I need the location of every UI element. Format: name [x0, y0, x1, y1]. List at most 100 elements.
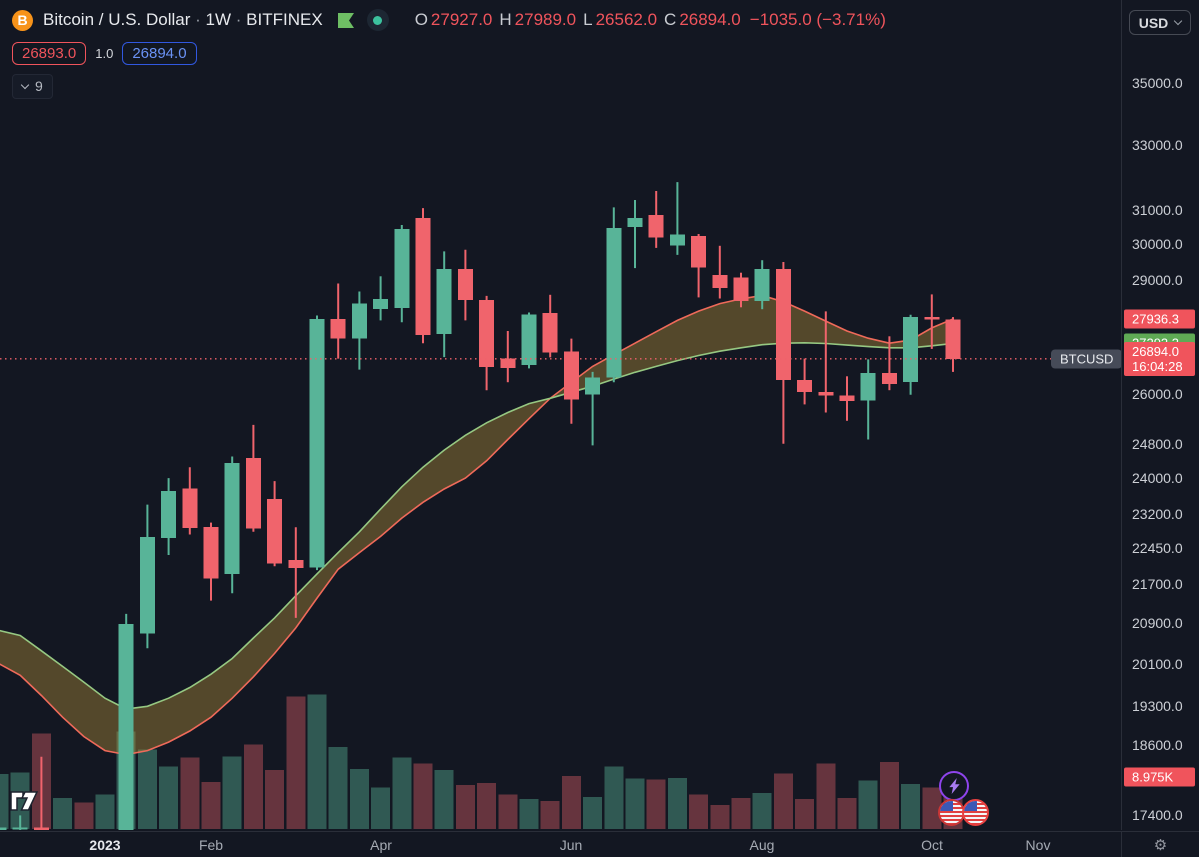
price-tick-label: 20900.0 — [1132, 615, 1183, 631]
chart-canvas[interactable] — [0, 0, 1121, 830]
collapsed-count: 9 — [35, 78, 43, 94]
volume-bar — [561, 775, 581, 829]
candle-body — [139, 536, 155, 634]
volume-bar — [180, 757, 200, 829]
candle-body — [669, 234, 685, 246]
market-open-dot-icon — [373, 15, 383, 25]
volume-bar — [74, 802, 94, 829]
legend: B Bitcoin / U.S. Dollar · 1W · BITFINEX … — [12, 6, 886, 99]
candle-body — [585, 377, 601, 395]
volume-bar — [455, 784, 475, 829]
volume-bar — [689, 794, 709, 829]
currency-label: USD — [1138, 14, 1169, 31]
volume-bar — [392, 757, 412, 829]
volume-bar — [243, 744, 263, 829]
market-status-button[interactable] — [366, 9, 389, 31]
bid-ask-row: 26893.0 1.0 26894.0 — [12, 41, 886, 66]
candle-body — [839, 395, 855, 401]
interval-label: 1W — [205, 10, 232, 29]
ema-fast-price-label: 27936.3 — [1124, 309, 1195, 329]
candle-body — [733, 277, 749, 301]
price-tick-label: 24000.0 — [1132, 470, 1183, 486]
volume-bar — [201, 782, 221, 829]
currency-selector-button[interactable]: USD — [1129, 10, 1191, 35]
volume-bar — [286, 696, 306, 829]
volume-bar — [646, 779, 666, 829]
candle-body — [330, 318, 346, 339]
candle-body — [945, 319, 961, 359]
candle-body — [521, 314, 537, 365]
bitcoin-icon: B — [12, 9, 33, 31]
volume-bar — [413, 763, 433, 829]
price-tick-label: 26000.0 — [1132, 386, 1183, 402]
volume-bar — [519, 798, 539, 829]
symbol-title[interactable]: Bitcoin / U.S. Dollar · 1W · BITFINEX — [43, 10, 323, 29]
ohlc-readout: O 27927.0 H 27989.0 L 26562.0 C 26894.0 −103… — [414, 10, 886, 29]
volume-bar — [540, 800, 560, 829]
time-tick-label: Aug — [749, 836, 775, 853]
price-tick-label: 31000.0 — [1132, 202, 1183, 218]
economic-event-us-flag-icon[interactable] — [962, 799, 989, 826]
time-tick-label: Jun — [559, 836, 583, 853]
gear-icon[interactable]: ⚙ — [1153, 836, 1168, 854]
candle-body — [648, 215, 664, 238]
ema-ribbon-fill — [0, 295, 953, 755]
chevron-down-icon — [1174, 16, 1183, 26]
crypto-event-lightning-icon[interactable] — [939, 771, 969, 801]
price-tick-label: 23200.0 — [1132, 506, 1183, 522]
price-tick-label: 30000.0 — [1132, 236, 1183, 252]
candle-body — [818, 392, 834, 396]
volume-bar — [265, 769, 285, 829]
volume-bar — [667, 777, 687, 829]
time-tick-label: Oct — [921, 836, 943, 853]
volume-bar — [710, 805, 730, 829]
volume-value-label: 8.975K — [1124, 767, 1195, 787]
flag-bookmark-icon[interactable] — [337, 12, 355, 29]
sell-button[interactable]: 26893.0 — [12, 42, 87, 65]
open-value: 27927.0 — [430, 10, 493, 29]
volume-bar — [371, 787, 391, 829]
price-tick-label: 33000.0 — [1132, 137, 1183, 153]
price-tick-label: 19300.0 — [1132, 698, 1183, 714]
candle-body — [797, 380, 813, 393]
candle-body — [0, 827, 7, 830]
indicators-collapse-button[interactable]: 9 — [12, 74, 53, 99]
price-axis[interactable]: USD 35000.0 33000.0 31000.0 30000.0 29000.0 2… — [1121, 0, 1199, 830]
volume-bar — [795, 798, 815, 829]
price-tick-label: 24800.0 — [1132, 436, 1183, 452]
candle-body — [563, 351, 579, 400]
candle-body — [394, 228, 410, 309]
volume-bar — [752, 792, 772, 829]
volume-bar — [922, 787, 942, 829]
candle-body — [203, 527, 219, 579]
price-tick-label: 18600.0 — [1132, 737, 1183, 753]
volume-bar — [816, 763, 836, 829]
candle-body — [245, 458, 261, 529]
candle-body — [182, 488, 198, 529]
candle-body — [118, 623, 134, 830]
volume-bar — [858, 780, 878, 829]
volume-bar — [328, 746, 348, 830]
volume-bar — [773, 773, 793, 829]
buy-button[interactable]: 26894.0 — [122, 42, 197, 65]
candle-body — [500, 358, 516, 368]
volume-bar — [625, 778, 645, 829]
economic-event-us-flag-icon[interactable] — [938, 799, 965, 826]
time-tick-label: Nov — [1025, 836, 1051, 853]
candle-body — [754, 268, 770, 302]
candle-body — [415, 217, 431, 336]
volume-bar — [583, 797, 603, 829]
volume-bar — [349, 768, 369, 829]
close-value: 26894.0 — [679, 10, 741, 29]
time-tick-label: Feb — [198, 836, 224, 853]
volume-bar — [137, 749, 157, 829]
volume-bar — [307, 694, 327, 829]
candle-body — [479, 300, 495, 367]
candle-body — [712, 275, 728, 288]
candle-body — [224, 462, 240, 574]
price-tick-label: 21700.0 — [1132, 576, 1183, 592]
time-axis[interactable]: 2023 Feb Apr Jun Aug Oct Nov — [0, 831, 1121, 857]
tradingview-logo[interactable] — [8, 786, 44, 816]
low-value: 26562.0 — [595, 10, 658, 29]
